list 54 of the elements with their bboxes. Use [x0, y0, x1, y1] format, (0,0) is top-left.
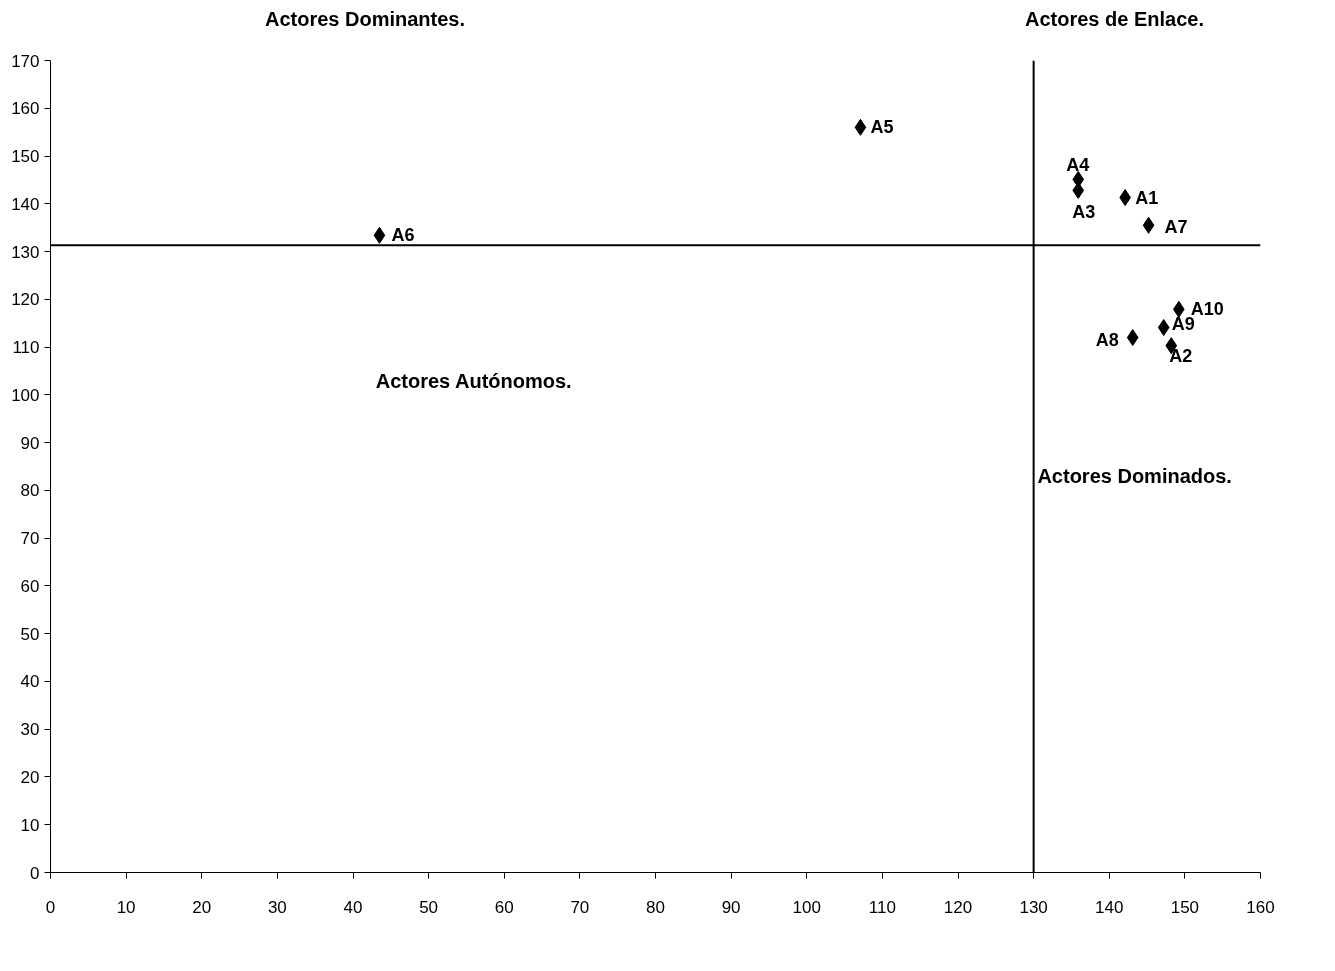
point	[373, 226, 386, 244]
point	[1157, 319, 1170, 336]
y-tick-label: 50	[20, 624, 40, 644]
annotation: Actores Dominados.	[1037, 465, 1232, 488]
y-tick-label: 90	[20, 433, 40, 453]
y-tick-label: 160	[11, 99, 40, 119]
x-tick-label: 120	[943, 897, 973, 917]
x-tick-label: 40	[343, 897, 363, 917]
text: Actores Dominantes.	[265, 7, 466, 32]
y-tick-label: 110	[12, 338, 40, 358]
x-tick-label: 160	[1246, 897, 1275, 917]
y-tick-label: 0	[30, 863, 40, 883]
x-tick-label: 30	[267, 897, 287, 917]
x-tick-label: 110	[868, 897, 896, 917]
y-tick-label: 80	[20, 481, 40, 501]
annotation: A6	[391, 225, 415, 246]
point	[1142, 216, 1155, 234]
point	[1072, 170, 1085, 188]
y-tick-label: 150	[11, 147, 40, 167]
point	[1172, 300, 1185, 318]
annotation: Actores Autónomos.	[375, 369, 572, 392]
annotation: A8	[1095, 329, 1119, 350]
y-tick-label: 20	[20, 767, 40, 787]
point	[1126, 329, 1139, 347]
y-tick-label: 140	[11, 194, 40, 214]
annotation: A4	[1066, 155, 1090, 176]
x-tick-label: 60	[494, 897, 514, 917]
y-tick-label: 60	[20, 576, 40, 596]
y-tick-label: 100	[11, 385, 40, 405]
x-tick-label: 150	[1170, 897, 1200, 917]
y-tick-label: 40	[20, 672, 40, 692]
y-tick-label: 70	[20, 529, 40, 549]
x-tick-label: 100	[792, 897, 821, 917]
x-tick-label: 50	[419, 897, 439, 917]
y-tick-label: 170	[11, 51, 40, 71]
x-tick-label: 90	[721, 897, 741, 917]
annotation: A1	[1135, 187, 1159, 208]
y-tick-label: 30	[20, 720, 40, 740]
x-tick-label: 20	[192, 897, 212, 917]
x-tick-label: 0	[45, 897, 56, 917]
y-tick-label: 120	[11, 290, 40, 310]
x-tick-label: 80	[646, 897, 665, 917]
annotation: A2	[1169, 345, 1193, 366]
x-tick-label: 10	[116, 897, 136, 917]
annotation: A5	[870, 117, 894, 138]
x-tick-label: 130	[1019, 897, 1048, 917]
x-tick-label: 140	[1095, 897, 1124, 917]
annotation: A3	[1072, 202, 1096, 223]
text: Actores de Enlace.	[1025, 7, 1204, 32]
point	[854, 118, 867, 136]
y-tick-label: 130	[11, 242, 40, 262]
y-tick-label: 10	[20, 815, 40, 835]
x-tick-label: 70	[570, 897, 590, 917]
annotation: A7	[1164, 217, 1188, 238]
